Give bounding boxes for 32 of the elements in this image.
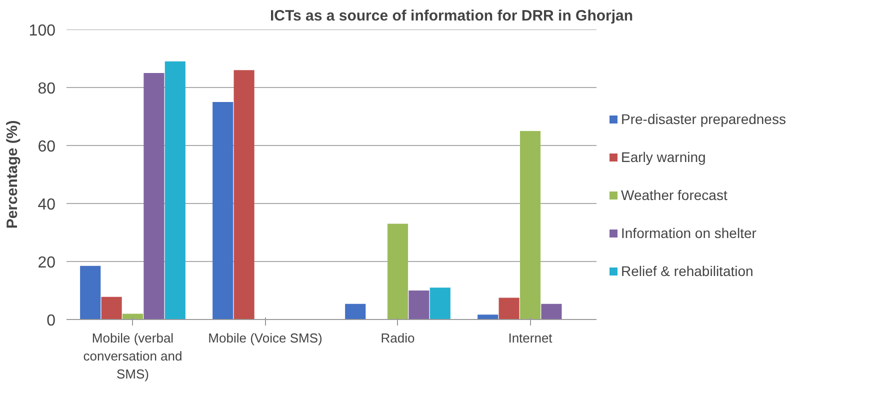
bar (80, 266, 101, 320)
y-tick-label: 100 (28, 22, 56, 40)
bar (541, 304, 562, 320)
chart-title: ICTs as a source of information for DRR in Ghorjan (270, 8, 634, 24)
bar (498, 298, 520, 320)
y-tick-label: 40 (38, 196, 56, 214)
bar (430, 288, 450, 320)
bar (122, 314, 144, 320)
x-tick-label: Mobile (Voice SMS) (208, 330, 322, 346)
bar (212, 102, 234, 320)
bar (478, 314, 498, 320)
legend-label: Early warning (621, 149, 706, 165)
legend-label: Relief & rehabilitation (621, 263, 754, 279)
y-tick-label: 60 (38, 138, 56, 156)
y-tick-label: 80 (38, 80, 56, 98)
bar (387, 224, 408, 320)
bar (234, 70, 254, 320)
legend-label: Weather forecast (621, 187, 728, 203)
x-tick-label: Mobile (verbal conversation and SMS) (83, 330, 182, 382)
legend-label: Information on shelter (621, 225, 756, 241)
bar (101, 296, 122, 320)
bar (144, 73, 164, 320)
y-axis-title: Percentage (%) (4, 120, 21, 229)
bar (520, 131, 541, 320)
x-tick-label: Radio (380, 330, 415, 346)
bar (345, 304, 366, 320)
x-tick-label: Internet (508, 330, 553, 346)
legend-label: Pre-disaster preparedness (621, 111, 786, 127)
y-tick-label: 20 (38, 254, 56, 272)
bar (408, 290, 430, 320)
y-tick-label: 0 (46, 312, 56, 330)
bar (164, 61, 186, 320)
